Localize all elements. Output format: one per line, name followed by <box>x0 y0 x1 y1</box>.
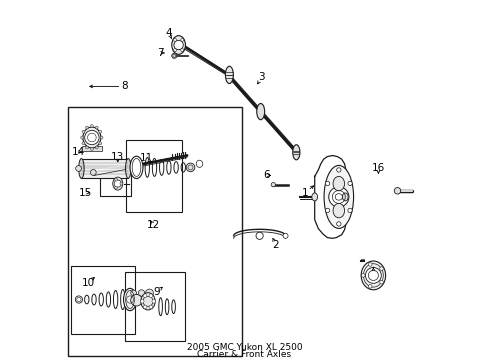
Text: 12: 12 <box>147 220 160 230</box>
Ellipse shape <box>311 193 317 201</box>
Circle shape <box>90 125 93 127</box>
Circle shape <box>138 290 144 296</box>
Text: 13: 13 <box>111 152 124 162</box>
Circle shape <box>99 130 102 133</box>
Bar <box>81 146 102 151</box>
Circle shape <box>347 208 351 212</box>
Ellipse shape <box>332 203 344 218</box>
Text: 4: 4 <box>165 28 172 38</box>
Text: 7: 7 <box>157 48 163 58</box>
Text: 6: 6 <box>262 170 269 180</box>
Circle shape <box>181 39 183 41</box>
Bar <box>68 107 241 356</box>
Circle shape <box>173 49 176 51</box>
Text: 5: 5 <box>369 269 376 279</box>
Circle shape <box>90 170 96 175</box>
Circle shape <box>152 300 155 303</box>
Circle shape <box>145 289 153 297</box>
Circle shape <box>95 126 98 129</box>
Text: 8: 8 <box>122 81 128 91</box>
Ellipse shape <box>292 145 299 160</box>
Circle shape <box>336 168 340 172</box>
Circle shape <box>76 166 81 171</box>
Ellipse shape <box>342 193 347 201</box>
Ellipse shape <box>130 156 142 179</box>
Ellipse shape <box>82 127 101 148</box>
Circle shape <box>82 142 85 145</box>
Ellipse shape <box>113 177 122 190</box>
Circle shape <box>95 146 98 149</box>
Circle shape <box>393 188 400 194</box>
Circle shape <box>379 267 383 270</box>
Text: 15: 15 <box>79 188 92 198</box>
Circle shape <box>361 274 365 277</box>
Bar <box>71 266 135 334</box>
Circle shape <box>328 187 348 207</box>
Ellipse shape <box>256 104 264 120</box>
Circle shape <box>143 294 146 297</box>
Circle shape <box>140 300 144 303</box>
Circle shape <box>99 142 102 145</box>
Ellipse shape <box>79 158 84 178</box>
Text: 11: 11 <box>140 153 153 163</box>
Circle shape <box>173 39 176 41</box>
Text: 3: 3 <box>258 72 264 82</box>
Bar <box>101 161 131 196</box>
Text: 1: 1 <box>301 188 307 198</box>
Circle shape <box>256 232 263 239</box>
Polygon shape <box>314 156 346 238</box>
Ellipse shape <box>125 158 131 178</box>
Text: 14: 14 <box>71 147 84 157</box>
Ellipse shape <box>141 293 155 310</box>
Circle shape <box>143 305 146 309</box>
Circle shape <box>379 280 383 284</box>
Text: 2005 GMC Yukon XL 2500: 2005 GMC Yukon XL 2500 <box>186 343 302 352</box>
Circle shape <box>114 186 117 189</box>
Circle shape <box>90 148 93 150</box>
Text: 16: 16 <box>371 163 384 174</box>
Circle shape <box>114 180 121 187</box>
Circle shape <box>186 163 194 172</box>
Circle shape <box>171 53 177 58</box>
Circle shape <box>130 294 142 306</box>
Bar <box>125 140 182 212</box>
Circle shape <box>85 146 88 149</box>
Circle shape <box>336 222 340 226</box>
Circle shape <box>181 49 183 51</box>
Circle shape <box>75 296 82 303</box>
Text: 10: 10 <box>81 278 95 288</box>
Circle shape <box>81 136 83 139</box>
Circle shape <box>149 294 152 297</box>
Circle shape <box>347 181 351 186</box>
Ellipse shape <box>123 288 136 311</box>
Ellipse shape <box>324 165 353 228</box>
Circle shape <box>130 290 136 296</box>
Circle shape <box>368 263 371 266</box>
Circle shape <box>120 182 122 185</box>
Circle shape <box>85 126 88 129</box>
Circle shape <box>270 183 275 187</box>
Ellipse shape <box>225 66 233 84</box>
Text: 9: 9 <box>153 287 160 297</box>
Circle shape <box>174 40 183 50</box>
Circle shape <box>84 130 99 145</box>
Text: 2: 2 <box>272 240 279 250</box>
Circle shape <box>325 208 329 212</box>
Circle shape <box>82 130 85 133</box>
Circle shape <box>368 284 371 288</box>
Ellipse shape <box>332 176 344 191</box>
Circle shape <box>365 267 381 283</box>
Circle shape <box>149 305 152 309</box>
Bar <box>125 272 184 341</box>
Circle shape <box>100 136 103 139</box>
Ellipse shape <box>171 36 185 54</box>
Circle shape <box>283 233 287 238</box>
Text: Carrier & Front Axles: Carrier & Front Axles <box>197 350 291 359</box>
Circle shape <box>325 181 329 186</box>
Circle shape <box>114 178 117 181</box>
Ellipse shape <box>361 261 385 290</box>
Bar <box>81 158 128 178</box>
